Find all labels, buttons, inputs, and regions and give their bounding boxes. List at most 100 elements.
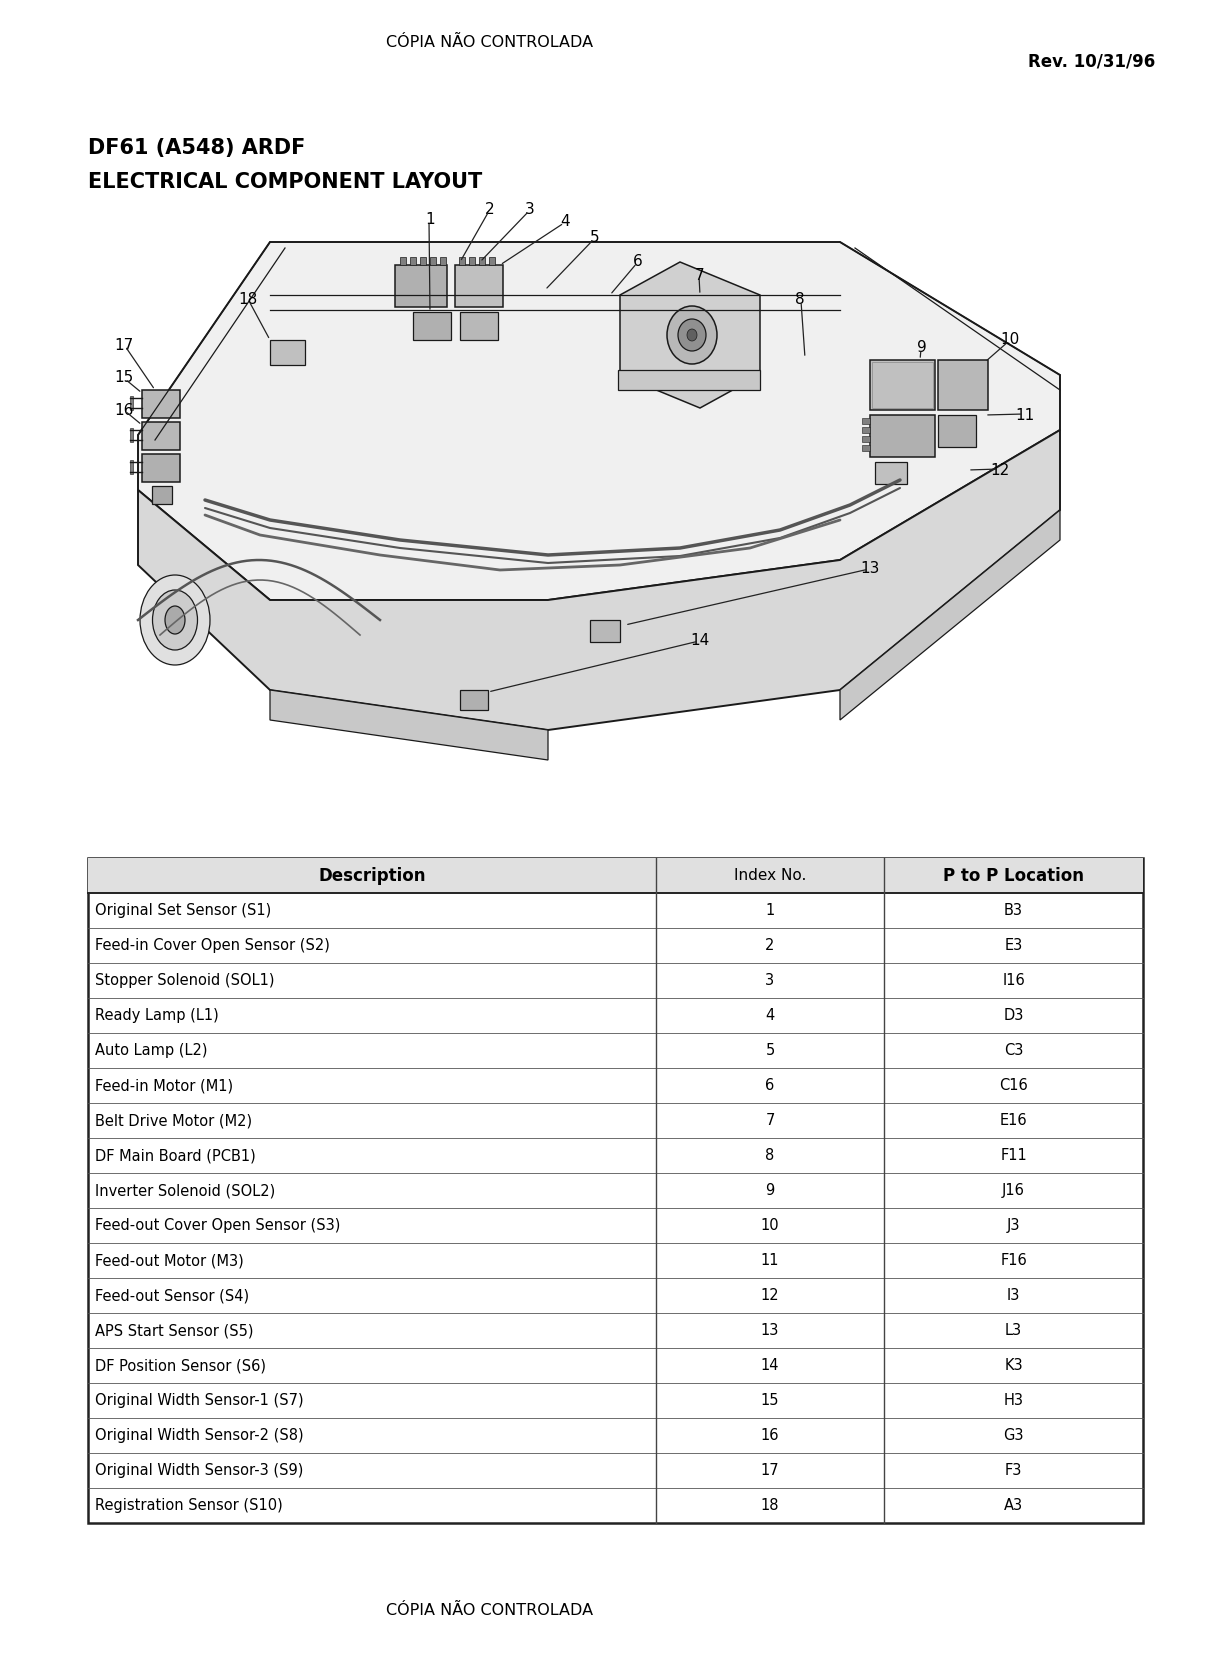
Polygon shape: [270, 689, 548, 759]
Text: 10: 10: [1000, 332, 1020, 347]
Text: 15: 15: [114, 371, 134, 386]
Bar: [872, 362, 933, 407]
Polygon shape: [618, 371, 760, 391]
Text: G3: G3: [1004, 1429, 1023, 1444]
Text: APS Start Sensor (S5): APS Start Sensor (S5): [94, 1324, 254, 1339]
Text: 18: 18: [238, 292, 258, 307]
Text: 17: 17: [761, 1464, 779, 1479]
Polygon shape: [137, 431, 1060, 729]
Bar: [870, 361, 935, 411]
Text: CÓPIA NÃO CONTROLADA: CÓPIA NÃO CONTROLADA: [387, 35, 594, 50]
Bar: [142, 391, 180, 417]
Text: 7: 7: [766, 1113, 774, 1128]
Bar: [937, 416, 975, 447]
Text: DF Main Board (PCB1): DF Main Board (PCB1): [94, 1148, 255, 1163]
Text: J16: J16: [1002, 1183, 1025, 1198]
Bar: [863, 427, 870, 432]
Text: DF61 (A548) ARDF: DF61 (A548) ARDF: [88, 139, 306, 159]
Text: 11: 11: [1016, 407, 1034, 422]
Text: E3: E3: [1005, 938, 1022, 953]
Text: Registration Sensor (S10): Registration Sensor (S10): [94, 1499, 282, 1514]
Bar: [88, 858, 1144, 893]
Text: 15: 15: [761, 1394, 779, 1409]
Text: 6: 6: [766, 1078, 774, 1093]
Text: 14: 14: [691, 633, 709, 648]
Bar: [875, 462, 907, 484]
Text: C3: C3: [1004, 1043, 1023, 1058]
Bar: [455, 265, 503, 307]
Text: 16: 16: [761, 1429, 779, 1444]
Text: 14: 14: [761, 1359, 779, 1374]
Text: ELECTRICAL COMPONENT LAYOUT: ELECTRICAL COMPONENT LAYOUT: [88, 172, 482, 192]
Bar: [460, 689, 488, 709]
Text: K3: K3: [1004, 1359, 1023, 1374]
Text: 16: 16: [114, 402, 134, 417]
Polygon shape: [840, 511, 1060, 719]
Polygon shape: [137, 242, 1060, 599]
Bar: [440, 257, 445, 265]
Text: 3: 3: [525, 202, 535, 217]
Text: 12: 12: [990, 462, 1010, 477]
Text: 5: 5: [590, 230, 600, 245]
Bar: [429, 257, 436, 265]
Text: DF Position Sensor (S6): DF Position Sensor (S6): [94, 1359, 266, 1374]
Bar: [152, 486, 172, 504]
Bar: [937, 361, 988, 411]
Text: Original Width Sensor-3 (S9): Original Width Sensor-3 (S9): [94, 1464, 303, 1479]
Bar: [863, 436, 870, 442]
Text: 8: 8: [766, 1148, 774, 1163]
Text: L3: L3: [1005, 1324, 1022, 1339]
Text: B3: B3: [1004, 903, 1023, 918]
Bar: [142, 454, 180, 482]
Text: Description: Description: [318, 866, 426, 885]
Polygon shape: [620, 262, 760, 407]
Bar: [420, 257, 426, 265]
Bar: [870, 416, 935, 457]
Text: Inverter Solenoid (SOL2): Inverter Solenoid (SOL2): [94, 1183, 275, 1198]
Text: J3: J3: [1006, 1218, 1020, 1233]
Bar: [590, 619, 620, 643]
Text: 6: 6: [633, 254, 643, 269]
Text: Original Set Sensor (S1): Original Set Sensor (S1): [94, 903, 271, 918]
Bar: [490, 257, 494, 265]
Text: Feed-out Motor (M3): Feed-out Motor (M3): [94, 1253, 244, 1268]
Text: Rev. 10/31/96: Rev. 10/31/96: [1028, 53, 1155, 72]
Text: C16: C16: [999, 1078, 1028, 1093]
Text: 11: 11: [761, 1253, 779, 1268]
Text: 7: 7: [696, 267, 704, 282]
Text: A3: A3: [1004, 1499, 1023, 1514]
Bar: [863, 417, 870, 424]
Bar: [459, 257, 465, 265]
Text: 17: 17: [114, 337, 134, 352]
Text: 2: 2: [485, 202, 494, 217]
Text: Ready Lamp (L1): Ready Lamp (L1): [94, 1008, 218, 1023]
Text: D3: D3: [1004, 1008, 1023, 1023]
Text: H3: H3: [1004, 1394, 1023, 1409]
Text: 18: 18: [761, 1499, 779, 1514]
Ellipse shape: [679, 319, 706, 350]
Text: I16: I16: [1002, 973, 1025, 988]
Text: E16: E16: [1000, 1113, 1027, 1128]
Text: Auto Lamp (L2): Auto Lamp (L2): [94, 1043, 207, 1058]
Text: 13: 13: [860, 561, 880, 576]
Bar: [400, 257, 406, 265]
Bar: [88, 858, 1144, 1524]
Text: 1: 1: [426, 212, 434, 227]
Bar: [270, 340, 306, 366]
Text: 1: 1: [766, 903, 774, 918]
Text: F16: F16: [1000, 1253, 1027, 1268]
Bar: [395, 265, 447, 307]
Bar: [469, 257, 475, 265]
Bar: [130, 396, 133, 411]
Text: 12: 12: [761, 1288, 779, 1303]
Text: 4: 4: [561, 215, 569, 230]
Text: 13: 13: [761, 1324, 779, 1339]
Text: Stopper Solenoid (SOL1): Stopper Solenoid (SOL1): [94, 973, 275, 988]
Bar: [460, 312, 498, 340]
Ellipse shape: [152, 591, 198, 649]
Text: 9: 9: [917, 340, 926, 355]
Ellipse shape: [140, 576, 210, 664]
Text: Feed-out Sensor (S4): Feed-out Sensor (S4): [94, 1288, 249, 1303]
Text: F3: F3: [1005, 1464, 1022, 1479]
Text: Belt Drive Motor (M2): Belt Drive Motor (M2): [94, 1113, 252, 1128]
